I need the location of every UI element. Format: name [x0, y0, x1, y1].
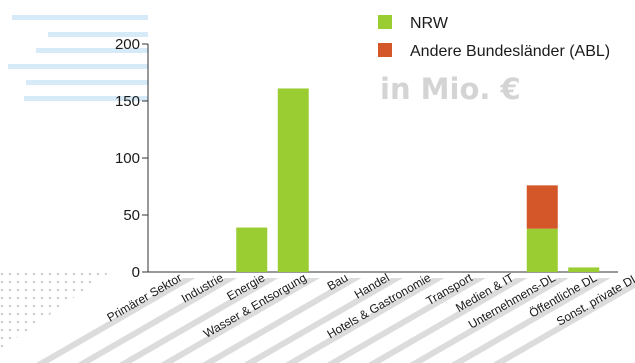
legend-swatch-nrw [378, 15, 392, 29]
y-tick-label: 150 [115, 93, 140, 110]
bar-nrw [568, 267, 600, 272]
bars [236, 88, 600, 273]
category-stripe [160, 278, 320, 363]
bar-abl [526, 185, 558, 229]
bar-nrw [277, 88, 309, 273]
category-stripes [36, 278, 635, 363]
bar-nrw [526, 228, 558, 272]
decorative-dots [0, 272, 110, 350]
y-tick-label: 200 [115, 36, 140, 53]
decorative-stripes [8, 15, 148, 101]
category-stripe [409, 278, 569, 363]
legend: NRW Andere Bundesländer (ABL) [378, 15, 610, 60]
category-stripe [451, 278, 611, 363]
category-label: Bau [325, 270, 350, 293]
category-stripe [202, 278, 362, 363]
category-stripe [36, 278, 196, 363]
legend-swatch-abl [378, 43, 392, 57]
y-ticks: 0 50 100 150 200 [115, 36, 148, 281]
y-tick-label: 50 [123, 207, 140, 224]
category-stripe [77, 278, 237, 363]
unit-label: in Mio. € [380, 72, 521, 106]
category-stripe [243, 278, 403, 363]
bar-nrw [236, 227, 268, 272]
category-stripe [285, 278, 445, 363]
category-label: Primärer Sektor [104, 270, 184, 324]
legend-label-nrw: NRW [410, 15, 449, 32]
y-tick-label: 0 [132, 264, 140, 281]
y-tick-label: 100 [115, 150, 140, 167]
category-stripe [119, 278, 279, 363]
category-stripe [368, 278, 528, 363]
legend-label-abl: Andere Bundesländer (ABL) [410, 43, 610, 60]
category-stripe [492, 280, 635, 363]
category-stripe [326, 278, 486, 363]
